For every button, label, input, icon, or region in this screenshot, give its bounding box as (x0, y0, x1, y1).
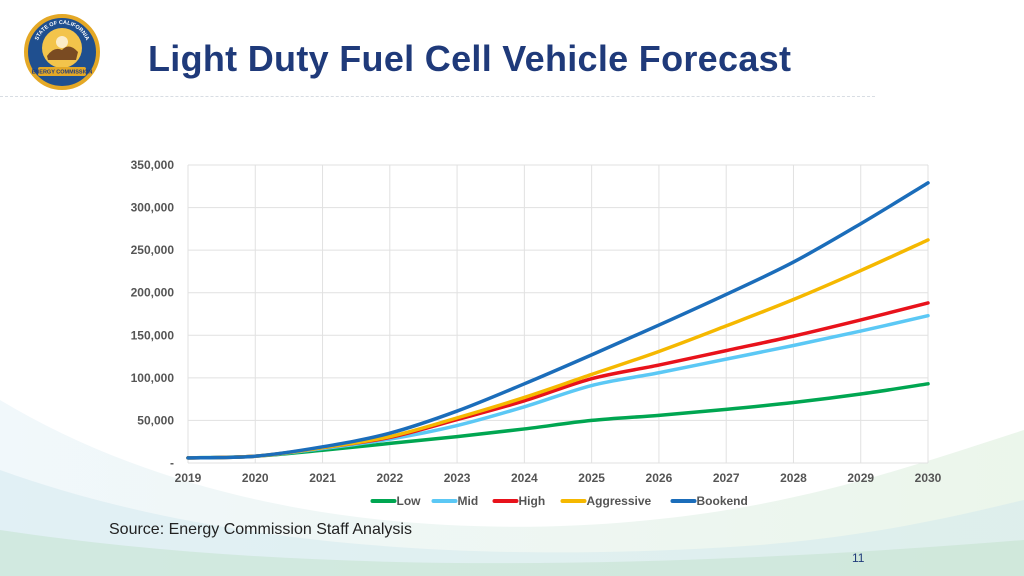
y-tick-label: 350,000 (131, 158, 175, 172)
page-title: Light Duty Fuel Cell Vehicle Forecast (148, 38, 792, 79)
y-tick-label: 150,000 (131, 328, 175, 342)
x-axis-ticks: 2019 2020 2021 2022 2023 2024 2025 2026 2027 2028… (175, 471, 942, 485)
y-tick-label: 50,000 (137, 413, 174, 427)
page-number: 11 (852, 551, 865, 565)
legend-label-low: Low (397, 494, 422, 508)
series-line-bookend (186, 181, 930, 460)
y-tick-label: 250,000 (131, 243, 175, 257)
y-axis-ticks: - 50,000 100,000 150,000 200,000 250,000 300,0… (131, 158, 175, 470)
series-lines (186, 181, 930, 460)
energy-commission-seal-logo: ENERGY COMMISSION STATE OF CALIFORNIA (24, 14, 100, 90)
x-tick-label: 2026 (646, 471, 673, 485)
x-tick-label: 2021 (309, 471, 336, 485)
y-tick-label: 100,000 (131, 371, 175, 385)
x-tick-label: 2020 (242, 471, 269, 485)
plot-area (188, 165, 928, 463)
x-tick-label: 2022 (376, 471, 403, 485)
x-tick-label: 2028 (780, 471, 807, 485)
x-tick-label: 2024 (511, 471, 538, 485)
x-tick-label: 2023 (444, 471, 471, 485)
x-tick-label: 2029 (847, 471, 874, 485)
x-tick-label: 2019 (175, 471, 202, 485)
y-tick-label: 200,000 (131, 286, 175, 300)
gridlines (187, 164, 929, 464)
y-tick-label: 300,000 (131, 201, 175, 215)
title-divider (0, 96, 875, 97)
source-note: Source: Energy Commission Staff Analysis (109, 521, 412, 538)
legend-label-bookend: Bookend (697, 494, 748, 508)
x-tick-label: 2027 (713, 471, 740, 485)
logo-ribbon-text: ENERGY COMMISSION (32, 70, 93, 76)
legend-label-high: High (519, 494, 546, 508)
legend-label-aggressive: Aggressive (587, 494, 652, 508)
x-tick-label: 2025 (578, 471, 605, 485)
x-tick-label: 2030 (915, 471, 942, 485)
legend: Low Mid High Aggressive Bookend (370, 494, 748, 508)
legend-label-mid: Mid (458, 494, 479, 508)
y-tick-label: - (170, 456, 174, 470)
